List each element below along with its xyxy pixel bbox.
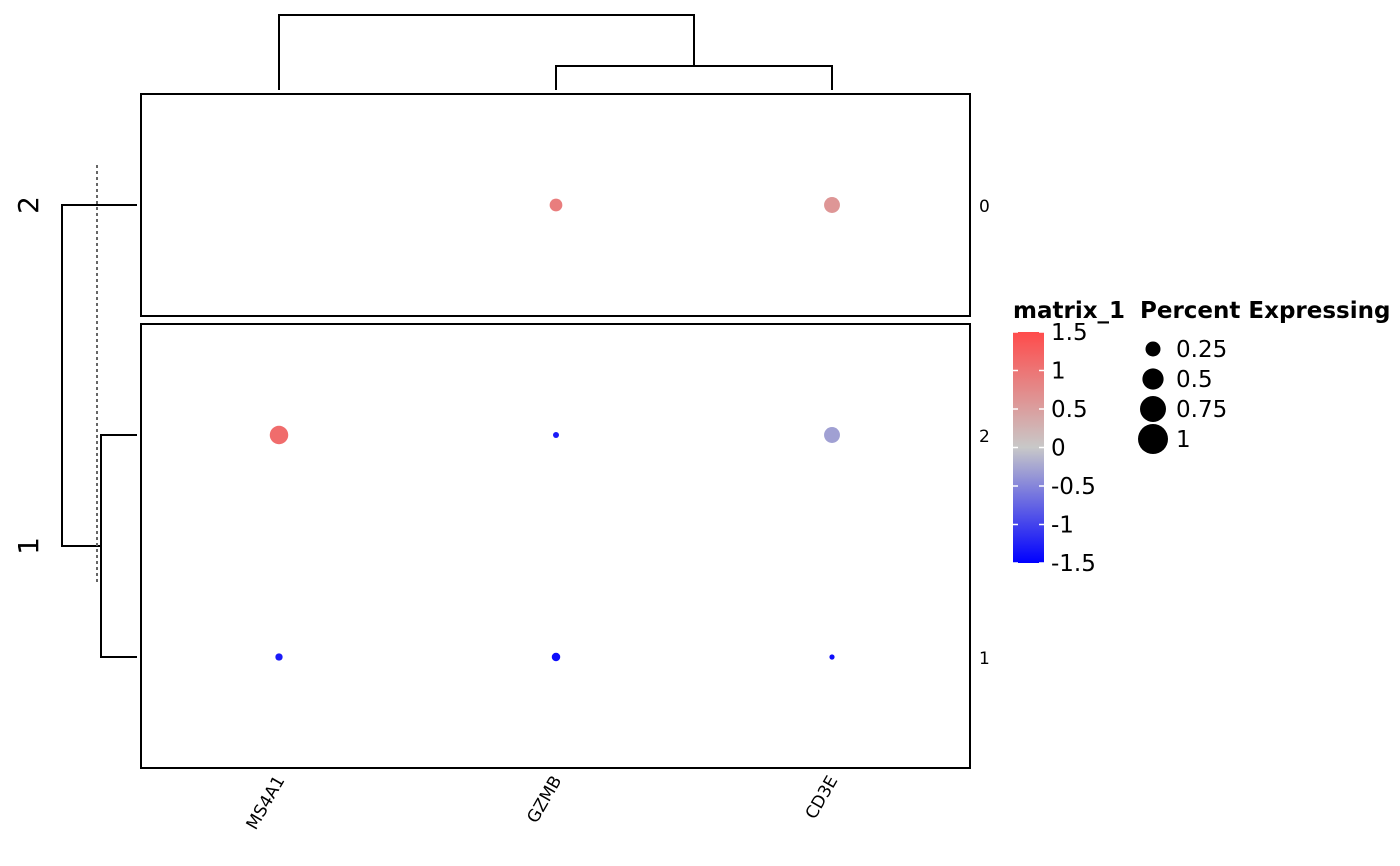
dot-layer <box>269 197 840 662</box>
slice-label-bottom: 1 <box>12 537 45 555</box>
color-tick-label: -0.5 <box>1051 474 1096 500</box>
dot-row-2-ms4a1 <box>269 425 289 445</box>
size-legend-label: 0.75 <box>1176 397 1227 423</box>
size-legend-dot <box>1138 424 1168 454</box>
size-legend-label: 0.5 <box>1176 367 1213 393</box>
column-dendrogram <box>278 14 833 90</box>
column-label-gzmb: GZMB <box>523 773 566 827</box>
color-tick-label: -1.5 <box>1051 551 1096 577</box>
dot-row-0-gzmb <box>549 198 563 212</box>
dot-row-2-gzmb <box>553 432 559 438</box>
dot-row-2-cd3e <box>824 427 840 443</box>
slice-panel-bottom <box>140 323 971 769</box>
color-legend: matrix_1 1.5 1 0.5 0 -0.5 -1 -1.5 <box>1013 298 1125 577</box>
size-legend-label: 1 <box>1176 427 1191 453</box>
dot-row-1-gzmb <box>551 652 561 662</box>
row-label-1: 1 <box>979 649 990 669</box>
color-tick-label: 0 <box>1051 436 1066 462</box>
color-tick-label: 1.5 <box>1051 320 1088 346</box>
row-label-0: 0 <box>979 197 990 217</box>
color-bar <box>1013 332 1044 563</box>
color-bar-ticks: 1.5 1 0.5 0 -0.5 -1 -1.5 <box>1013 320 1096 577</box>
size-legend-entries: 0.25 0.5 0.75 1 <box>1138 337 1227 454</box>
dot-row-0-cd3e <box>824 197 840 213</box>
dot-row-1-cd3e <box>829 654 835 660</box>
dot-row-1-ms4a1 <box>275 653 283 661</box>
size-legend-dot <box>1140 396 1166 422</box>
size-legend-title: Percent Expressing <box>1140 298 1390 324</box>
color-tick-label: 0.5 <box>1051 397 1088 423</box>
color-tick-label: 1 <box>1051 359 1066 385</box>
size-legend-dot <box>1142 368 1164 390</box>
size-legend-label: 0.25 <box>1176 337 1227 363</box>
size-legend: Percent Expressing 0.25 0.5 0.75 1 <box>1138 298 1390 454</box>
size-legend-dot <box>1145 341 1161 357</box>
column-label-ms4a1: MS4A1 <box>243 773 290 834</box>
row-dendrogram <box>61 204 137 658</box>
slice-panel-top <box>140 93 971 317</box>
color-legend-title: matrix_1 <box>1013 298 1125 324</box>
slice-label-top: 2 <box>12 196 45 214</box>
column-label-cd3e: CD3E <box>802 773 843 823</box>
row-label-2: 2 <box>979 427 990 447</box>
color-tick-label: -1 <box>1051 513 1074 539</box>
